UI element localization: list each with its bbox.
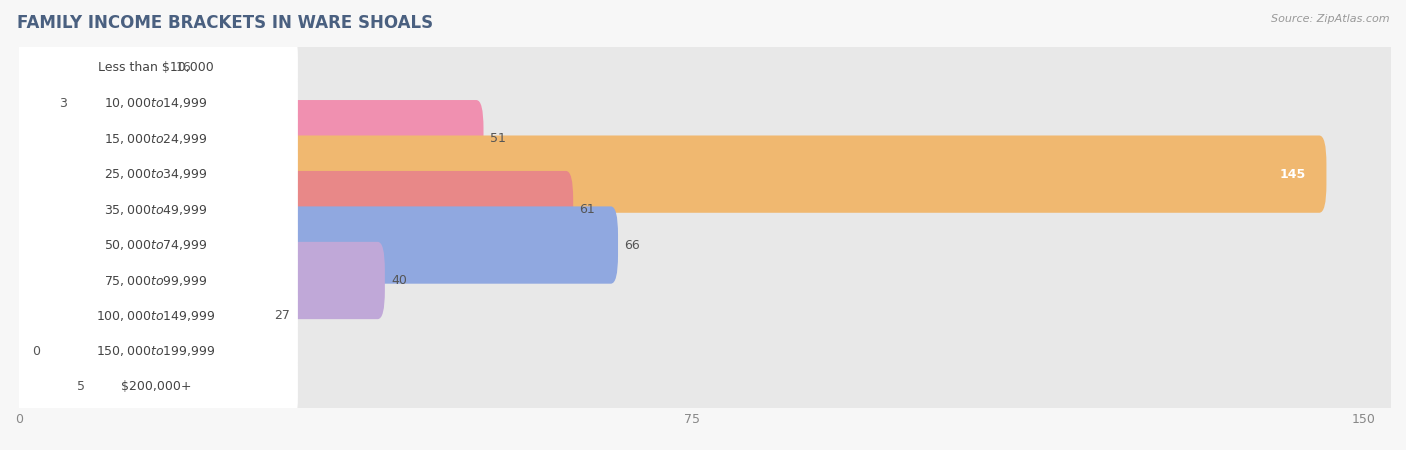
Text: Source: ZipAtlas.com: Source: ZipAtlas.com (1271, 14, 1389, 23)
FancyBboxPatch shape (20, 157, 1391, 192)
FancyBboxPatch shape (14, 100, 298, 177)
Text: 61: 61 (579, 203, 595, 216)
FancyBboxPatch shape (11, 207, 1398, 284)
Text: $75,000 to $99,999: $75,000 to $99,999 (104, 274, 208, 288)
FancyBboxPatch shape (20, 86, 1391, 121)
Text: 51: 51 (489, 132, 506, 145)
FancyBboxPatch shape (11, 171, 1398, 248)
Text: 16: 16 (176, 61, 191, 74)
FancyBboxPatch shape (14, 207, 298, 284)
FancyBboxPatch shape (14, 30, 298, 106)
FancyBboxPatch shape (20, 298, 1391, 334)
FancyBboxPatch shape (20, 369, 1391, 405)
Text: Less than $10,000: Less than $10,000 (98, 61, 214, 74)
FancyBboxPatch shape (14, 171, 298, 248)
Text: $25,000 to $34,999: $25,000 to $34,999 (104, 167, 208, 181)
FancyBboxPatch shape (11, 313, 1398, 390)
Text: 3: 3 (59, 97, 67, 110)
Text: 145: 145 (1279, 168, 1306, 180)
Text: $50,000 to $74,999: $50,000 to $74,999 (104, 238, 208, 252)
FancyBboxPatch shape (11, 171, 574, 248)
FancyBboxPatch shape (11, 29, 170, 106)
Text: 66: 66 (624, 238, 640, 252)
FancyBboxPatch shape (11, 348, 1398, 426)
FancyBboxPatch shape (11, 135, 1326, 213)
FancyBboxPatch shape (11, 100, 484, 177)
FancyBboxPatch shape (20, 227, 1391, 263)
Text: $150,000 to $199,999: $150,000 to $199,999 (97, 344, 217, 358)
FancyBboxPatch shape (20, 334, 1391, 369)
FancyBboxPatch shape (11, 29, 1398, 106)
Text: 5: 5 (77, 380, 86, 393)
FancyBboxPatch shape (11, 100, 1398, 177)
FancyBboxPatch shape (11, 242, 385, 319)
FancyBboxPatch shape (14, 349, 298, 425)
Text: 0: 0 (32, 345, 41, 358)
Text: 27: 27 (274, 310, 291, 323)
FancyBboxPatch shape (20, 50, 1391, 86)
FancyBboxPatch shape (11, 135, 1398, 213)
Text: $35,000 to $49,999: $35,000 to $49,999 (104, 202, 208, 216)
FancyBboxPatch shape (14, 242, 298, 319)
FancyBboxPatch shape (14, 136, 298, 212)
FancyBboxPatch shape (11, 242, 1398, 319)
FancyBboxPatch shape (11, 348, 72, 426)
Text: $100,000 to $149,999: $100,000 to $149,999 (97, 309, 217, 323)
FancyBboxPatch shape (14, 65, 298, 141)
Text: 40: 40 (391, 274, 406, 287)
FancyBboxPatch shape (20, 192, 1391, 227)
FancyBboxPatch shape (11, 277, 1398, 355)
FancyBboxPatch shape (20, 121, 1391, 157)
Text: $15,000 to $24,999: $15,000 to $24,999 (104, 132, 208, 146)
FancyBboxPatch shape (11, 277, 269, 355)
Text: FAMILY INCOME BRACKETS IN WARE SHOALS: FAMILY INCOME BRACKETS IN WARE SHOALS (17, 14, 433, 32)
FancyBboxPatch shape (11, 65, 53, 142)
FancyBboxPatch shape (14, 278, 298, 354)
FancyBboxPatch shape (14, 313, 298, 390)
FancyBboxPatch shape (20, 263, 1391, 298)
FancyBboxPatch shape (11, 207, 619, 284)
Text: $200,000+: $200,000+ (121, 380, 191, 393)
FancyBboxPatch shape (11, 65, 1398, 142)
Text: $10,000 to $14,999: $10,000 to $14,999 (104, 96, 208, 110)
